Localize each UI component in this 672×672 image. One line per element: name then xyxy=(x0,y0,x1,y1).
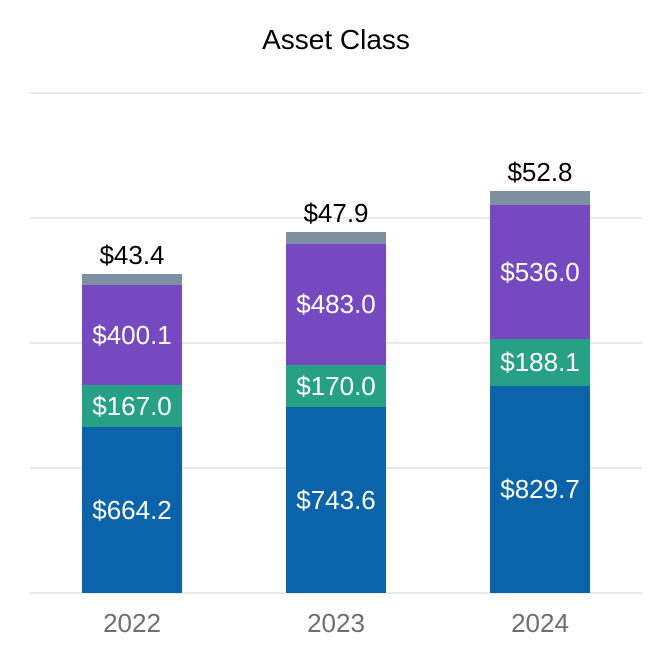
bar-segment-purple-segment-2024: $536.0 xyxy=(490,204,590,339)
bar-segment-gray-segment-2023 xyxy=(286,231,386,244)
gridline xyxy=(30,592,642,594)
segment-value-label: $188.1 xyxy=(500,347,580,378)
above-bar-value-label: $52.8 xyxy=(507,157,573,188)
bar-segment-blue-segment-2024: $829.7 xyxy=(490,385,590,593)
x-tick-label-2022: 2022 xyxy=(103,608,161,638)
above-bar-value-label: $47.9 xyxy=(303,197,369,228)
bar-segment-green-segment-2024: $188.1 xyxy=(490,338,590,386)
bar-segment-purple-segment-2023: $483.0 xyxy=(286,243,386,365)
segment-value-label: $829.7 xyxy=(500,474,580,505)
segment-value-label: $170.0 xyxy=(296,370,376,401)
bar-segment-blue-segment-2022: $664.2 xyxy=(82,426,182,593)
segment-value-label: $536.0 xyxy=(500,256,580,287)
above-bar-value-label: $43.4 xyxy=(99,240,165,271)
bar-segment-purple-segment-2022: $400.1 xyxy=(82,285,182,386)
gridline xyxy=(30,92,642,94)
segment-value-label: $167.0 xyxy=(92,391,172,422)
segment-value-label: $664.2 xyxy=(92,494,172,525)
gridline xyxy=(30,217,642,219)
x-tick-label-2024: 2024 xyxy=(511,608,569,638)
bar-segment-gray-segment-2024 xyxy=(490,191,590,205)
bar-segment-blue-segment-2023: $743.6 xyxy=(286,407,386,593)
segment-value-label: $400.1 xyxy=(92,320,172,351)
bar-segment-gray-segment-2022 xyxy=(82,274,182,286)
chart-title: Asset Class xyxy=(262,24,410,55)
x-tick-label-2023: 2023 xyxy=(307,608,365,638)
bar-segment-green-segment-2022: $167.0 xyxy=(82,385,182,427)
segment-value-label: $483.0 xyxy=(296,289,376,320)
segment-value-label: $743.6 xyxy=(296,485,376,516)
bar-segment-green-segment-2023: $170.0 xyxy=(286,364,386,408)
